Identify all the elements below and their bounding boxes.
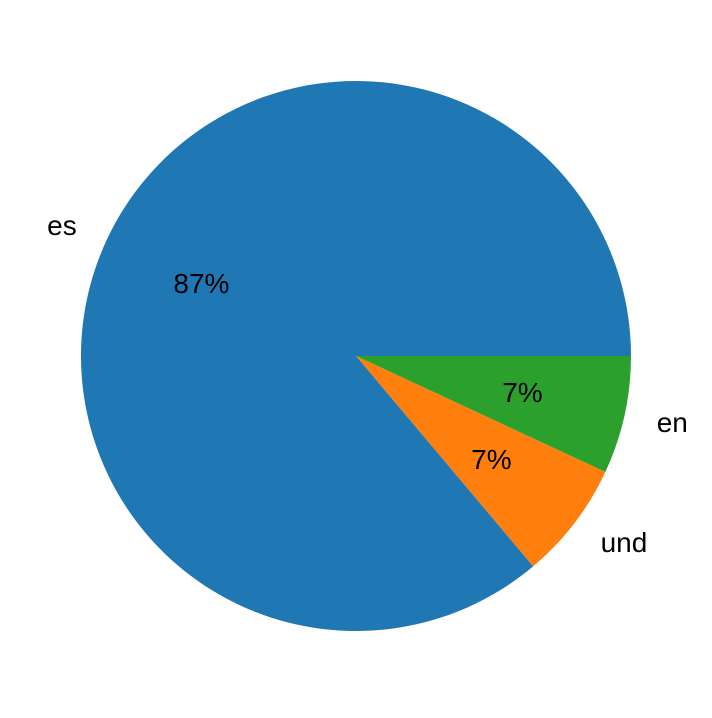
pie-svg [0, 0, 712, 713]
pie-chart: 7%en7%und87%es [0, 0, 712, 713]
